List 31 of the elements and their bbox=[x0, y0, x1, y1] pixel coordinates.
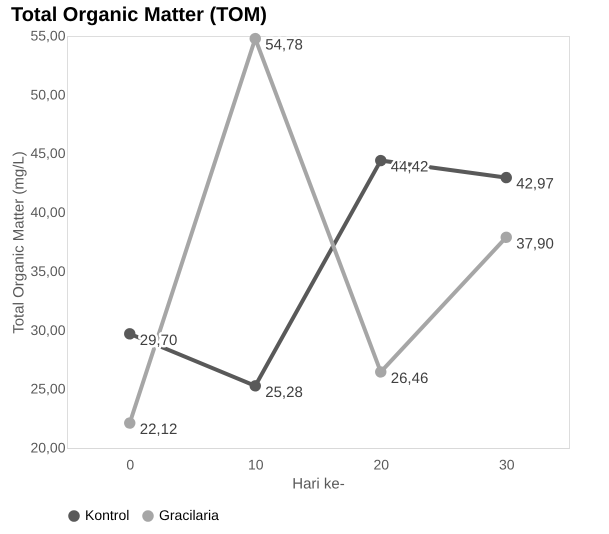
data-label: 54,78 bbox=[265, 36, 303, 54]
point bbox=[250, 380, 261, 392]
legend-label: Kontrol bbox=[85, 507, 130, 523]
x-axis-title: Hari ke- bbox=[292, 476, 345, 492]
y-tick-label: 45,00 bbox=[30, 145, 66, 162]
point bbox=[250, 32, 261, 44]
y-axis-title: Total Organic Matter (mg/L) bbox=[10, 151, 28, 334]
y-tick-label: 40,00 bbox=[30, 204, 66, 220]
x-tick-label: 20 bbox=[373, 456, 390, 472]
data-label: 26,46 bbox=[390, 370, 428, 387]
y-tick-label: 35,00 bbox=[30, 262, 66, 279]
data-label: 22,12 bbox=[140, 421, 178, 438]
data-label: 42,97 bbox=[516, 176, 554, 193]
y-tick-label: 50,00 bbox=[30, 86, 66, 102]
x-tick-label: 10 bbox=[248, 456, 264, 472]
data-label: 37,90 bbox=[516, 235, 554, 252]
point bbox=[124, 328, 136, 340]
y-tick-label: 30,00 bbox=[30, 322, 66, 338]
point bbox=[375, 366, 386, 378]
point bbox=[375, 154, 386, 166]
y-tick-label: 20,00 bbox=[30, 440, 66, 456]
y-tick-label: 55,00 bbox=[30, 28, 66, 44]
x-tick-label: 0 bbox=[126, 456, 134, 472]
point bbox=[124, 417, 136, 429]
x-tick-label: 30 bbox=[498, 456, 515, 472]
point bbox=[500, 172, 512, 184]
y-tick-label: 25,00 bbox=[30, 380, 66, 397]
data-label: 25,28 bbox=[265, 384, 303, 401]
chart-title: Total Organic Matter (TOM) bbox=[10, 4, 267, 26]
legend-label: Gracilaria bbox=[159, 507, 220, 523]
point bbox=[500, 232, 512, 243]
